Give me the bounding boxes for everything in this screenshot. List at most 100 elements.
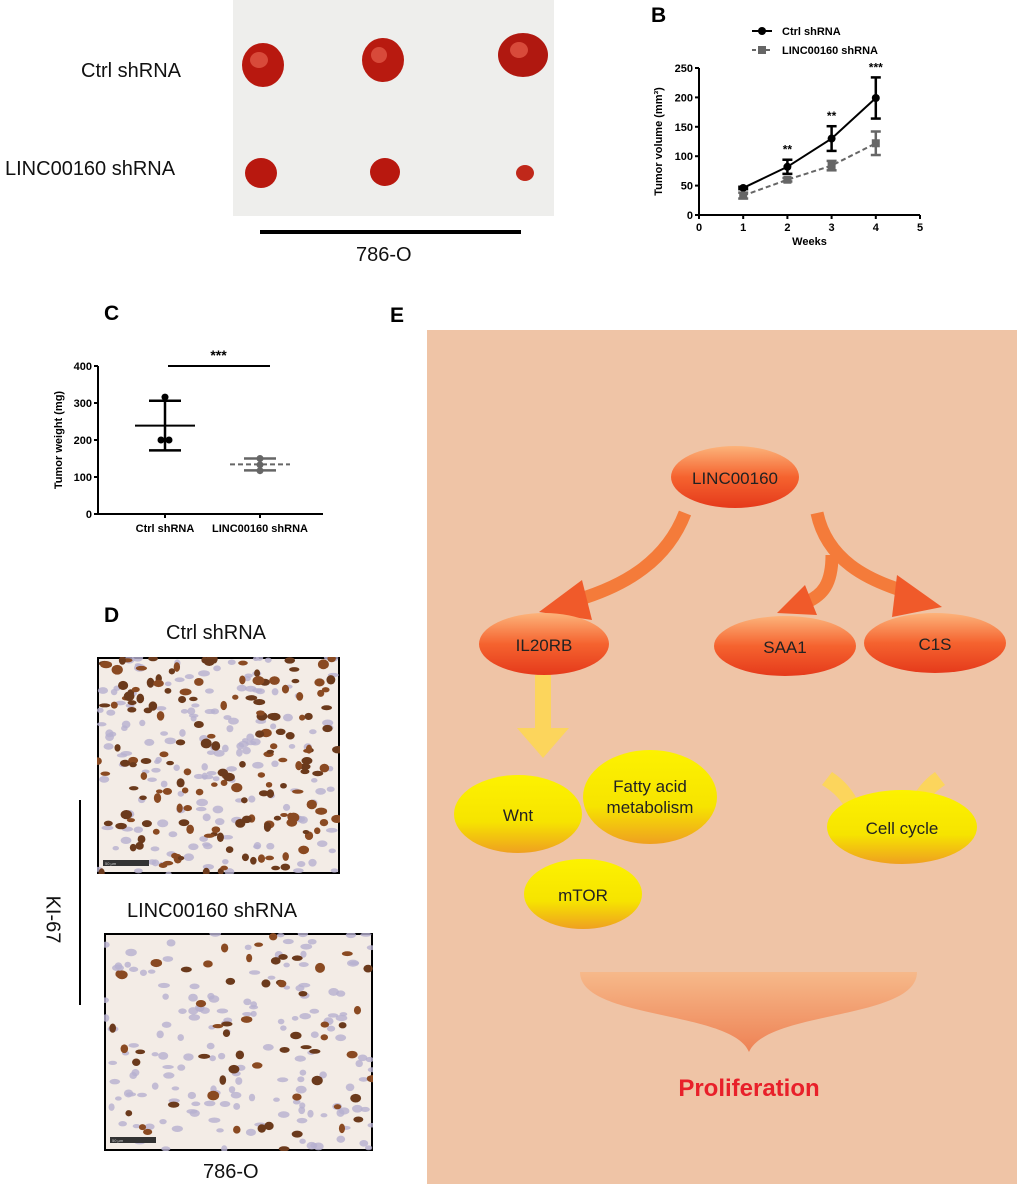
nucleus-negative (105, 729, 114, 738)
stain-bracket-line (79, 800, 81, 1005)
nucleus-positive (156, 711, 165, 721)
nucleus-negative (104, 997, 109, 1003)
nucleus-positive (333, 1104, 342, 1110)
nucleus-negative (164, 681, 172, 687)
nucleus-positive (317, 659, 329, 670)
nucleus-negative (328, 987, 339, 996)
ki67-micrograph-linc: 50 µm (104, 933, 373, 1151)
nucleus-negative (168, 831, 178, 838)
cell-line-bar (260, 230, 521, 234)
nucleus-negative (166, 939, 176, 947)
nucleus-negative (244, 685, 257, 692)
nucleus-positive (115, 822, 127, 830)
nucleus-negative (183, 1053, 194, 1061)
nucleus-negative (299, 1069, 307, 1076)
nucleus-positive (221, 1021, 233, 1027)
cell-line-label-a: 786-O (356, 244, 412, 266)
nucleus-positive (314, 678, 325, 687)
data-point (827, 161, 836, 170)
tumor-ctrl-2 (362, 38, 404, 82)
nucleus-negative (298, 962, 309, 967)
nucleus-positive (255, 730, 265, 738)
nucleus-negative (188, 993, 198, 1002)
nucleus-negative (236, 748, 243, 757)
nucleus-negative (244, 944, 252, 951)
series-line (742, 142, 877, 197)
y-tick-label: 50 (681, 181, 693, 193)
node-fatty-acid-metabolism: Fatty acid metabolism (583, 750, 717, 844)
nucleus-negative (273, 1097, 280, 1102)
nucleus-negative (233, 1103, 241, 1110)
nucleus-positive (326, 675, 336, 685)
nucleus-negative (159, 1119, 167, 1125)
nucleus-negative (295, 1085, 307, 1094)
nucleus-negative (171, 1125, 184, 1132)
nucleus-negative (207, 992, 215, 1000)
nucleus-positive (301, 756, 313, 765)
nucleus-positive (263, 821, 272, 832)
nucleus-negative (108, 1060, 118, 1066)
nucleus-positive (306, 799, 317, 810)
nucleus-positive (291, 955, 303, 961)
nucleus-negative (277, 1111, 290, 1118)
nucleus-positive (177, 856, 185, 861)
nucleus-negative (277, 933, 285, 938)
nucleus-negative (191, 1101, 201, 1107)
nucleus-negative (177, 1034, 184, 1041)
micrograph-title-linc: LINC00160 shRNA (127, 900, 298, 922)
nucleus-positive (304, 712, 313, 721)
nucleus-positive (103, 820, 113, 827)
nucleus-positive (302, 829, 310, 835)
scale-bar-label: 50 µm (105, 861, 117, 866)
nucleus-negative (189, 983, 200, 990)
nucleus-negative (97, 722, 107, 727)
nucleus-positive (315, 807, 328, 815)
nucleus-positive (257, 1124, 267, 1133)
arrow-root-to-il20rb (575, 510, 692, 607)
nucleus-positive (321, 687, 330, 693)
x-tick-label: 0 (696, 222, 702, 234)
data-point (871, 93, 880, 102)
nucleus-negative (222, 858, 229, 865)
nucleus-positive (228, 1064, 240, 1074)
nucleus-negative (365, 1056, 373, 1063)
nucleus-positive (275, 728, 286, 736)
nucleus-positive (332, 745, 340, 754)
nucleus-positive (273, 815, 282, 821)
nucleus-positive (153, 793, 162, 803)
nucleus-positive (120, 1044, 129, 1054)
nucleus-negative (178, 1008, 187, 1014)
nucleus-negative (203, 1100, 216, 1107)
nucleus-negative (164, 737, 176, 745)
legend-marker (758, 46, 766, 54)
svg-text:Fatty acid: Fatty acid (613, 777, 687, 796)
nucleus-negative (115, 700, 126, 706)
nucleus-negative (184, 674, 194, 680)
nucleus-negative (155, 706, 167, 711)
x-tick-label: 1 (740, 222, 746, 234)
nucleus-negative (120, 836, 132, 844)
nucleus-positive (176, 778, 185, 788)
nucleus-negative (249, 1005, 259, 1010)
nucleus-negative (110, 688, 118, 696)
nucleus-negative (202, 813, 211, 822)
nucleus-negative (245, 1128, 256, 1136)
nucleus-negative (106, 709, 116, 716)
nucleus-negative (151, 1082, 159, 1090)
nucleus-negative (179, 729, 186, 737)
nucleus-negative (163, 1072, 175, 1079)
nucleus-positive (203, 833, 215, 838)
nucleus-positive (321, 705, 333, 711)
nucleus-positive (254, 669, 261, 677)
nucleus-positive (287, 812, 294, 821)
nucleus-negative (147, 969, 156, 974)
nucleus-positive (131, 686, 140, 693)
nucleus-positive (235, 1050, 245, 1060)
nucleus-negative (129, 1072, 138, 1080)
nucleus-negative (139, 719, 146, 727)
nucleus-positive (125, 1110, 133, 1117)
nucleus-positive (114, 744, 121, 752)
nucleus-negative (216, 1128, 224, 1133)
nucleus-positive (98, 868, 105, 874)
nucleus-positive (271, 865, 281, 871)
